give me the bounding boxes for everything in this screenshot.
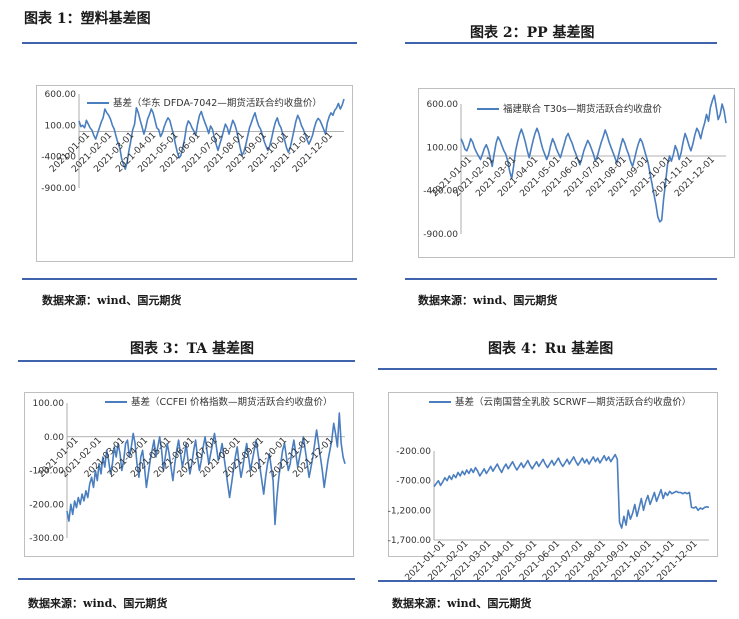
y-tick-label: 600.00 (45, 90, 77, 100)
y-tick-label: -200.00 (29, 500, 64, 510)
series-line (433, 453, 710, 529)
y-tick-label: -900.00 (423, 230, 458, 240)
series-line (78, 98, 345, 170)
panel-1-title: 图表 1：塑料基差图 (24, 11, 151, 27)
series-line (460, 94, 727, 223)
legend-label: 基差（CCFEI 价格指数—期货活跃合约收盘价） (131, 396, 333, 408)
series-line (66, 412, 346, 526)
panel-4-source: 数据来源：wind、国元期货 (392, 597, 532, 610)
panel-3-bottom-rule (18, 578, 355, 580)
y-tick-label: -700.00 (396, 477, 431, 487)
panel-3-top-rule (18, 360, 355, 362)
panel-4-top-rule (378, 368, 717, 370)
y-tick-label: 100.00 (45, 121, 77, 131)
panel-2-svg: 600.00100.00-400.00-900.002021-01-012021… (423, 94, 727, 240)
panel-1-source: 数据来源：wind、国元期货 (42, 294, 182, 307)
y-tick-label: -900.00 (41, 184, 76, 194)
panel-1-bottom-rule (22, 278, 357, 280)
panel-4-bottom-rule (378, 580, 717, 582)
y-tick-label: -400.00 (41, 153, 76, 163)
panel-2-chart: 600.00 100.00 -400.00 -900.00 2021-01-01 2021… (418, 88, 735, 258)
legend-label: 基差（云南国营全乳胶 SCRWF—期货活跃合约收盘价） (455, 396, 691, 408)
y-tick-label: -1,700.00 (388, 536, 432, 546)
y-tick-label: -300.00 (29, 534, 64, 544)
panel-4-title: 图表 4：Ru 基差图 (488, 341, 614, 357)
legend-label: 福建联合 T30s—期货活跃合约收盘价 (503, 103, 662, 115)
panel-2-title: 图表 2：PP 基差图 (470, 25, 595, 41)
panel-4-chart: -200.00 -700.00 -1,200.00 -1,700.00 2021-01-… (388, 392, 718, 583)
panel-3-title: 图表 3：TA 基差图 (130, 341, 255, 357)
panel-2-top-rule (405, 42, 717, 44)
panel-1-chart: 600.00 100.00 -400.00 -900.00 2021-01-01 2021… (36, 85, 353, 262)
panel-3-chart: 100.00 0.00 -100.00 -200.00 -300.00 2021-01-0… (24, 392, 354, 557)
y-tick-label: 100.00 (427, 143, 459, 153)
y-tick-label: 600.00 (427, 100, 459, 110)
panel-2-source: 数据来源：wind、国元期货 (418, 294, 558, 307)
panel-1-svg: 600.00100.00-400.00-900.002021-01-012021… (41, 90, 345, 194)
panel-3-svg: 100.000.00-100.00-200.00-300.002021-01-0… (29, 396, 346, 544)
panel-3-source: 数据来源：wind、国元期货 (28, 597, 168, 610)
panel-2-bottom-rule (405, 278, 717, 280)
y-tick-label: 0.00 (44, 433, 64, 443)
y-tick-label: 100.00 (33, 399, 65, 409)
panel-1-top-rule (22, 42, 357, 44)
y-tick-label: -1,200.00 (388, 506, 432, 516)
panel-4-svg: -200.00-700.00-1,200.00-1,700.002021-01-… (388, 396, 710, 583)
y-tick-label: -100.00 (29, 467, 64, 477)
y-tick-label: -400.00 (423, 187, 458, 197)
y-tick-label: -200.00 (396, 447, 431, 457)
legend-label: 基差（华东 DFDA-7042—期货活跃合约收盘价） (113, 97, 322, 109)
